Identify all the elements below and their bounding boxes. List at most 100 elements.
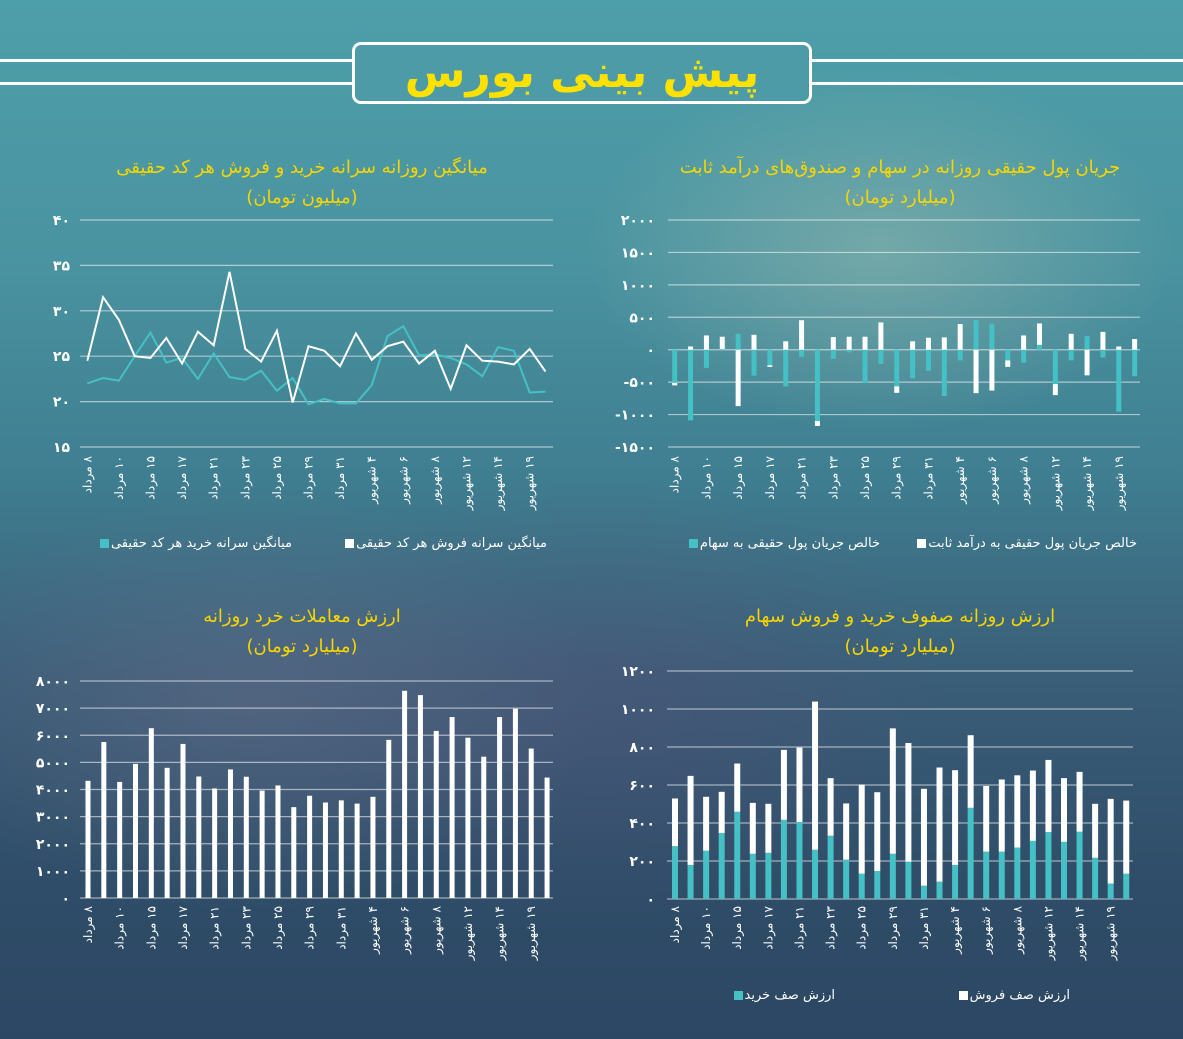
bar-series1 [259, 790, 265, 898]
x-tick-label: ۲۱ مرداد [792, 906, 807, 950]
x-tick-label: ۳۱ مرداد [917, 906, 932, 950]
bar-series1 [967, 807, 974, 899]
bar-series2 [878, 322, 884, 350]
x-tick-label: ۲۹ مرداد [890, 456, 905, 500]
bar-series1 [983, 851, 990, 899]
bar-series1 [85, 780, 91, 898]
bar-series2 [1045, 759, 1052, 833]
bar-series2 [998, 779, 1005, 852]
bar-series2 [799, 320, 805, 350]
bar-series2 [765, 803, 772, 853]
bar-series1 [925, 349, 931, 371]
bar-series1 [780, 819, 787, 899]
y-tick-label: -۱۰۰۰ [615, 408, 655, 424]
y-tick-label: ۱۰۰۰ [621, 278, 655, 294]
bar-series1 [672, 349, 678, 383]
y-tick-label: ۶۰۰ [629, 778, 655, 794]
y-tick-label: ۸۰۰ [629, 740, 655, 756]
x-tick-label: ۱۷ مرداد [763, 455, 778, 499]
bar-series1 [544, 777, 550, 898]
queues-legend-buy: ارزش صف خرید [733, 988, 835, 1003]
bar-series1 [672, 846, 678, 899]
bar-series2 [936, 767, 943, 882]
x-tick-label: ۸ شهریور [1010, 905, 1025, 954]
bar-series1 [1100, 349, 1106, 358]
bar-series1 [799, 349, 805, 357]
bar-series1 [894, 349, 900, 387]
bar-series1 [765, 852, 772, 899]
bar-series1 [291, 807, 297, 898]
y-tick-label: ۸۰۰۰ [36, 674, 70, 690]
legend-label: خالص جریان پول حقیقی به درآمد ثابت [928, 536, 1137, 551]
bar-series2 [830, 337, 836, 350]
y-tick-label: ۳۰ [53, 304, 70, 320]
x-tick-label: ۱۹ شهریور [524, 906, 539, 961]
bar-series1 [243, 776, 249, 898]
queues-title: ارزش روزانه صفوف خرید و فروش سهام [744, 606, 1056, 627]
x-tick-label: ۱۲ شهریور [461, 906, 476, 961]
x-tick-label: ۲۹ مرداد [303, 906, 318, 950]
bar-series2 [1092, 803, 1099, 858]
bar-series1 [307, 795, 313, 898]
bar-series1 [830, 349, 836, 359]
bar-series2 [1107, 798, 1114, 884]
x-tick-label: ۸ مرداد [81, 905, 96, 943]
bar-series2 [889, 728, 896, 854]
x-tick-label: ۱۹ شهریور [1104, 906, 1119, 961]
x-tick-label: ۴ شهریور [948, 906, 963, 955]
x-tick-label: ۲۳ مرداد [239, 905, 254, 949]
bar-series1 [101, 742, 107, 898]
line-series-2 [86, 271, 547, 403]
x-tick-label: ۲۱ مرداد [795, 456, 810, 500]
x-tick-label: ۸ مرداد [668, 455, 683, 493]
bar-series2 [767, 365, 773, 367]
bar-series2 [687, 775, 694, 865]
legend-swatch-teal [688, 539, 698, 548]
y-tick-label: ۳۰۰۰ [36, 810, 70, 826]
bar-series1 [212, 788, 218, 898]
bar-series2 [734, 763, 741, 812]
bar-series1 [719, 349, 725, 350]
x-tick-label: ۱۰ مرداد [113, 906, 128, 950]
bar-series2 [983, 785, 990, 852]
bar-series2 [967, 735, 974, 808]
y-tick-label: ۰ [646, 892, 655, 908]
y-tick-label: ۱۰۰۰ [621, 702, 655, 718]
x-tick-label: ۱۴ شهریور [491, 456, 506, 511]
bar-series1 [1014, 847, 1021, 899]
bar-series1 [132, 763, 138, 898]
x-tick-label: ۱۲ شهریور [1041, 906, 1056, 961]
bar-series2 [1076, 771, 1083, 832]
bar-series2 [749, 802, 756, 854]
bar-series1 [354, 803, 360, 898]
bar-series2 [846, 336, 852, 350]
x-tick-label: ۲۵ مرداد [271, 906, 286, 950]
bar-series1 [433, 730, 439, 898]
bar-series1 [227, 769, 233, 898]
bar-series1 [812, 849, 819, 899]
bar-series1 [370, 796, 376, 898]
bar-series1 [117, 781, 123, 898]
y-tick-label: ۰ [61, 891, 70, 907]
legend-label: ارزش صف فروش [969, 988, 1070, 1003]
x-tick-label: ۱۹ شهریور [1112, 456, 1127, 511]
bar-series2 [910, 341, 916, 350]
x-tick-label: ۸ شهریور [428, 455, 443, 504]
bar-series1 [386, 739, 392, 898]
bar-series1 [862, 349, 868, 384]
bar-series2 [672, 798, 678, 847]
percapita-subtitle: (میلیون تومان) [246, 187, 358, 208]
bar-series1 [465, 737, 471, 898]
bar-series1 [417, 695, 423, 898]
x-tick-label: ۱۰ مرداد [699, 906, 714, 950]
retail-subtitle: (میلیارد تومان) [246, 636, 358, 657]
legend-label: میانگین سرانه فروش هر کد حقیقی [356, 536, 547, 551]
x-tick-label: ۳۱ مرداد [333, 456, 348, 500]
bar-series2 [1061, 778, 1067, 842]
x-tick-label: ۶ شهریور [396, 456, 411, 505]
bar-series2 [672, 382, 678, 386]
bar-series1 [920, 885, 927, 899]
bar-series2 [952, 770, 959, 865]
retail-chart: ۸۰۰۰ ۷۰۰۰ ۶۰۰۰ ۵۰۰۰ ۴۰۰۰ ۳۰۰۰ ۲۰۰۰ ۱۰۰۰ ۰ ۸ مرداد… [36, 674, 553, 961]
